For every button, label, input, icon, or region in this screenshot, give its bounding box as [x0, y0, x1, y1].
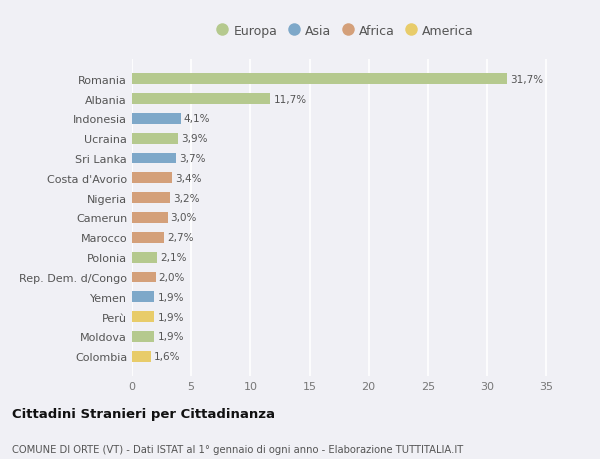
- Text: 2,1%: 2,1%: [160, 252, 187, 263]
- Bar: [132, 193, 170, 204]
- Text: 4,1%: 4,1%: [184, 114, 210, 124]
- Bar: [132, 292, 154, 302]
- Text: 31,7%: 31,7%: [510, 74, 543, 84]
- Bar: [132, 134, 178, 144]
- Legend: Europa, Asia, Africa, America: Europa, Asia, Africa, America: [212, 22, 478, 42]
- Bar: [132, 153, 176, 164]
- Bar: [132, 351, 151, 362]
- Text: 3,2%: 3,2%: [173, 193, 199, 203]
- Bar: [132, 272, 155, 283]
- Text: 1,6%: 1,6%: [154, 352, 181, 362]
- Text: 2,0%: 2,0%: [158, 272, 185, 282]
- Bar: [132, 74, 507, 85]
- Text: 3,0%: 3,0%: [170, 213, 197, 223]
- Bar: [132, 312, 154, 322]
- Text: Cittadini Stranieri per Cittadinanza: Cittadini Stranieri per Cittadinanza: [12, 407, 275, 420]
- Text: 1,9%: 1,9%: [157, 332, 184, 342]
- Text: COMUNE DI ORTE (VT) - Dati ISTAT al 1° gennaio di ogni anno - Elaborazione TUTTI: COMUNE DI ORTE (VT) - Dati ISTAT al 1° g…: [12, 444, 463, 454]
- Text: 3,9%: 3,9%: [181, 134, 208, 144]
- Text: 2,7%: 2,7%: [167, 233, 193, 243]
- Bar: [132, 173, 172, 184]
- Text: 3,7%: 3,7%: [179, 154, 205, 164]
- Bar: [132, 114, 181, 124]
- Text: 1,9%: 1,9%: [157, 292, 184, 302]
- Text: 1,9%: 1,9%: [157, 312, 184, 322]
- Bar: [132, 94, 271, 105]
- Bar: [132, 213, 167, 224]
- Text: 3,4%: 3,4%: [175, 174, 202, 184]
- Bar: [132, 252, 157, 263]
- Bar: [132, 232, 164, 243]
- Text: 11,7%: 11,7%: [274, 94, 307, 104]
- Bar: [132, 331, 154, 342]
